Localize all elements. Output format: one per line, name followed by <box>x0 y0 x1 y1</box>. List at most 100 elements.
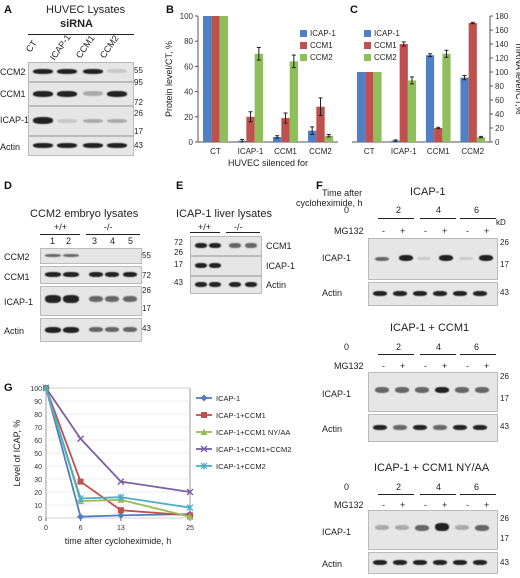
block-title: ICAP-1 + CCM1 <box>390 322 470 334</box>
mw-marker: 72 <box>142 271 151 280</box>
mg132-label: MG132 <box>334 361 364 371</box>
legend-swatch <box>364 42 371 49</box>
bar-icap-1 <box>308 130 317 142</box>
bar-ccm2 <box>407 80 417 142</box>
panel-title: ICAP-1 liver lysates <box>176 208 272 220</box>
time-point: 6 <box>474 482 480 492</box>
y-tick-label: 60 <box>495 96 504 105</box>
mg132-sign: - <box>382 226 385 236</box>
bar-ccm2 <box>219 16 228 142</box>
kd-label: kD <box>496 218 506 227</box>
mw-marker: 17 <box>500 260 509 269</box>
x-tick-label: 25 <box>186 525 194 532</box>
row-label: CCM1 <box>266 241 292 251</box>
panel-subtitle: siRNA <box>60 18 94 30</box>
mg132-sign: - <box>424 226 427 236</box>
legend-label: CCM1 <box>310 41 333 50</box>
row-label: ICAP-1 <box>0 115 30 125</box>
mw-marker: 72 <box>174 238 183 247</box>
bar-ccm1 <box>246 116 255 142</box>
y-tick-label: 10 <box>34 503 42 510</box>
marker-square <box>201 412 207 418</box>
legend-label: ICAP-1 <box>374 29 400 38</box>
marker-asterisk <box>77 495 84 502</box>
bar-icap-1 <box>203 16 212 142</box>
mw-marker: 26 <box>500 514 509 523</box>
bar-ccm2 <box>373 72 382 142</box>
blot-actin <box>368 552 498 574</box>
mw-marker: 72 <box>134 98 143 107</box>
time-point: 0 <box>344 482 350 492</box>
y-tick-label: 50 <box>34 451 42 458</box>
time-point: 0 <box>344 342 350 352</box>
x-tick-label: 13 <box>117 525 125 532</box>
marker-x <box>186 488 194 496</box>
bar-ccm1 <box>434 128 443 142</box>
y-axis-label: mRNA level/CT,% <box>514 43 520 114</box>
bar-ccm2 <box>476 137 486 142</box>
marker-diamond <box>77 513 85 521</box>
row-label: ICAP-1 <box>266 261 296 271</box>
row-label: Actin <box>4 326 25 336</box>
blot-icap1 <box>368 238 498 280</box>
blot-ccm2 <box>28 62 134 82</box>
time-point: 6 <box>474 342 480 352</box>
marker-asterisk <box>117 493 125 501</box>
y-tick-label: 40 <box>34 464 42 471</box>
mg132-sign: + <box>442 500 448 510</box>
row-label: Actin <box>322 424 343 434</box>
blot-actin <box>40 318 142 342</box>
y-tick-label: 40 <box>495 110 504 119</box>
y-tick-label: 60 <box>34 438 42 445</box>
mw-marker: 26 <box>134 109 143 118</box>
blot-icap1 <box>190 256 262 276</box>
marker-x <box>77 435 85 443</box>
marker-asterisk <box>186 504 194 512</box>
lane-label: CCM1 <box>73 33 97 60</box>
y-tick-label: 80 <box>184 37 193 46</box>
mg132-sign: - <box>424 361 427 371</box>
y-tick-label: 0 <box>38 516 42 523</box>
mg132-sign: - <box>382 500 385 510</box>
time-overline <box>460 354 496 355</box>
mw-marker: 26 <box>174 248 183 257</box>
legend-label: ICAP-1+CCM2 <box>216 462 266 471</box>
y-axis-label: Protein level/CT, % <box>164 41 174 117</box>
blot-actin <box>190 276 262 294</box>
y-tick-label: 20 <box>495 124 504 133</box>
marker-triangle <box>200 428 208 435</box>
y-tick-label: 0 <box>495 138 500 147</box>
mw-marker: 26 <box>500 372 509 381</box>
y-tick-label: 140 <box>495 40 509 49</box>
lane-number: 2 <box>66 236 72 246</box>
bar-ccm2 <box>254 53 263 142</box>
y-tick-label: 100 <box>30 386 42 393</box>
lane-number: 4 <box>110 236 116 246</box>
blot-icap1 <box>28 106 134 136</box>
y-tick-label: 70 <box>34 425 42 432</box>
y-tick-label: 160 <box>495 26 509 35</box>
mg132-sign: - <box>466 500 469 510</box>
marker-square <box>77 478 84 485</box>
mg132-label: MG132 <box>334 226 364 236</box>
y-tick-label: 80 <box>495 82 504 91</box>
lane-label: CCM2 <box>97 33 121 60</box>
genotype-overline <box>190 232 220 233</box>
legend-label: ICAP-1+CCM1+CCM2 <box>216 445 291 454</box>
row-label: ICAP-1 <box>4 297 34 307</box>
mw-marker: 95 <box>134 78 143 87</box>
time-point: 4 <box>436 205 442 215</box>
row-label: ICAP-1 <box>322 253 352 263</box>
row-label: CCM1 <box>4 272 30 282</box>
mw-marker: 43 <box>142 324 151 333</box>
mg132-sign: + <box>484 361 490 371</box>
time-point: 2 <box>396 342 402 352</box>
row-label: Actin <box>0 142 21 152</box>
blot-icap1 <box>368 510 498 550</box>
bar-ccm1 <box>281 118 290 142</box>
marker-triangle <box>186 513 194 520</box>
legend-label: CCM2 <box>374 53 397 62</box>
panel-letter: D <box>4 180 12 192</box>
block-title: ICAP-1 + CCM1 NY/AA <box>374 462 490 474</box>
lane-number: 3 <box>92 236 98 246</box>
